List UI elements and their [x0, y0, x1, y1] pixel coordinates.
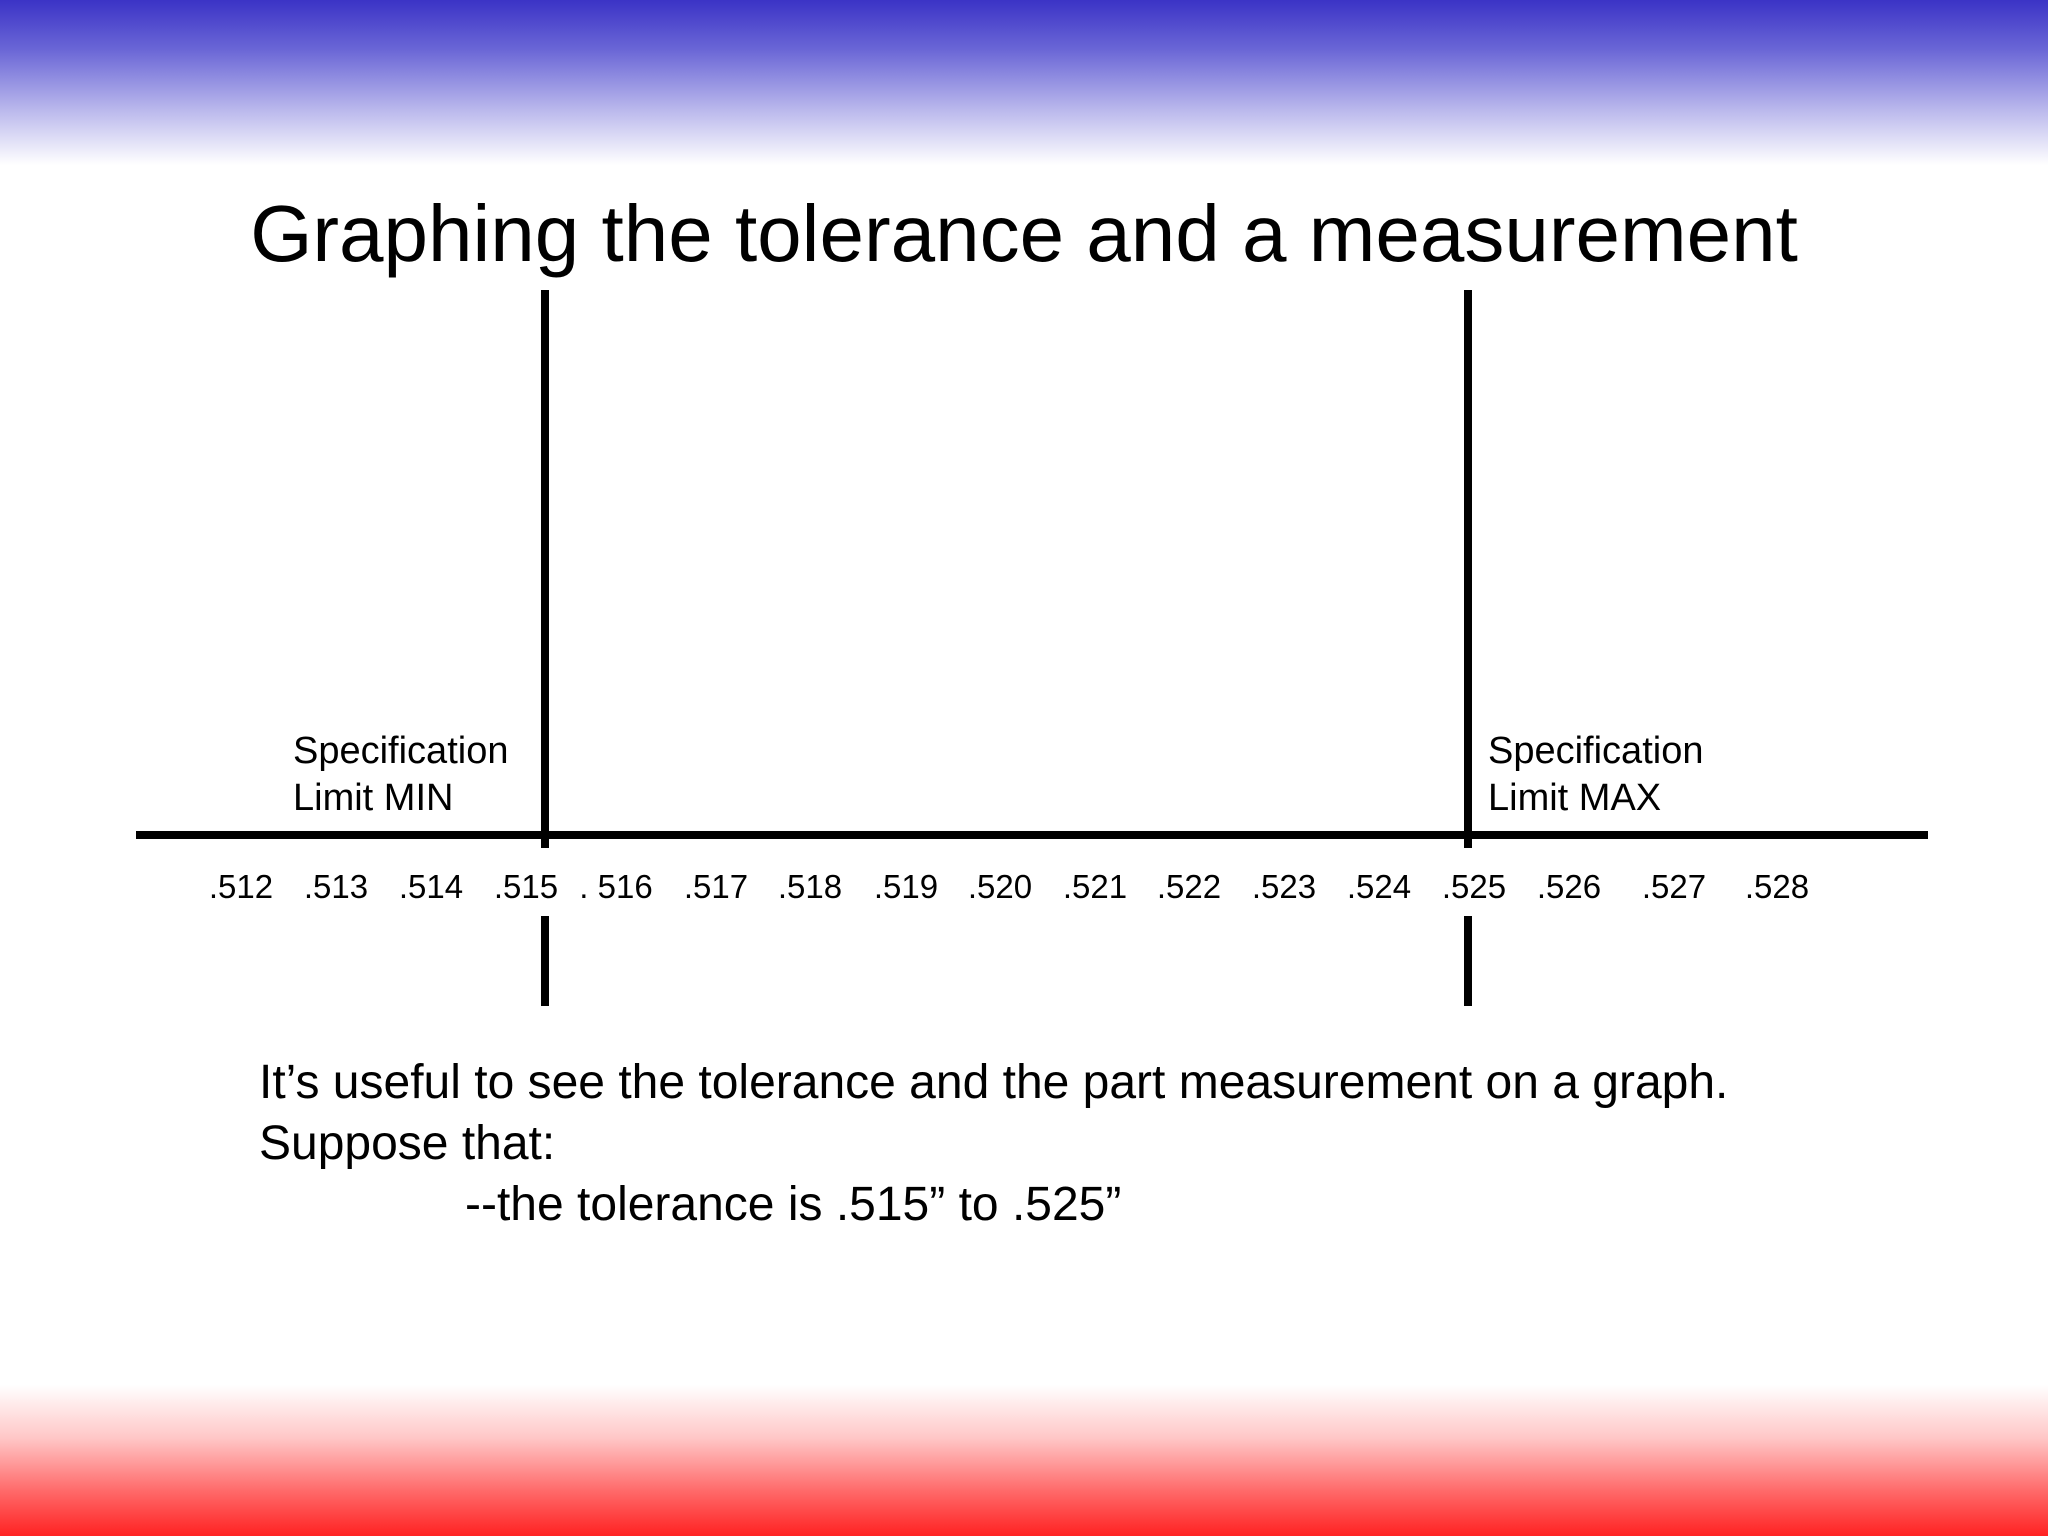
tick-label: .524: [1347, 868, 1411, 905]
spec-max-label-line1: Specification: [1488, 730, 1704, 772]
tick-label: .519: [874, 868, 938, 905]
tick-label: .522: [1157, 868, 1221, 905]
tick-label: .514: [399, 868, 463, 905]
tick-label: .520: [968, 868, 1032, 905]
tick-labels: .512 .513 .514 .515 . 516 .517 .518 .519 .520 .52…: [209, 868, 1809, 905]
tick-label: .527: [1642, 868, 1706, 905]
tick-label: .526: [1537, 868, 1601, 905]
tick-label: . 516: [579, 868, 652, 905]
spec-min-label-line1: Specification: [293, 730, 509, 772]
tick-label: .521: [1063, 868, 1127, 905]
tick-label: .517: [684, 868, 748, 905]
tick-label: .518: [778, 868, 842, 905]
top-gradient-band: [0, 0, 2048, 165]
tick-label: .523: [1252, 868, 1316, 905]
spec-min-label-line2: Limit MIN: [293, 777, 454, 819]
tick-label: .512: [209, 868, 273, 905]
tick-label: .528: [1745, 868, 1809, 905]
spec-limit-max-label: Specification Limit MAX: [1488, 728, 1703, 822]
body-text-line-1: It’s useful to see the tolerance and the…: [259, 1056, 1729, 1109]
tick-label: .513: [304, 868, 368, 905]
spec-limit-min-label: Specification Limit MIN: [293, 728, 508, 822]
spec-max-label-line2: Limit MAX: [1488, 777, 1662, 819]
bottom-gradient-band: [0, 1385, 2048, 1536]
body-text-line-3: --the tolerance is .515” to .525”: [465, 1178, 1122, 1231]
body-text-line-2: Suppose that:: [259, 1117, 556, 1170]
tick-label: .515: [494, 868, 558, 905]
tick-label: .525: [1442, 868, 1506, 905]
slide-title: Graphing the tolerance and a measurement: [250, 189, 1798, 278]
